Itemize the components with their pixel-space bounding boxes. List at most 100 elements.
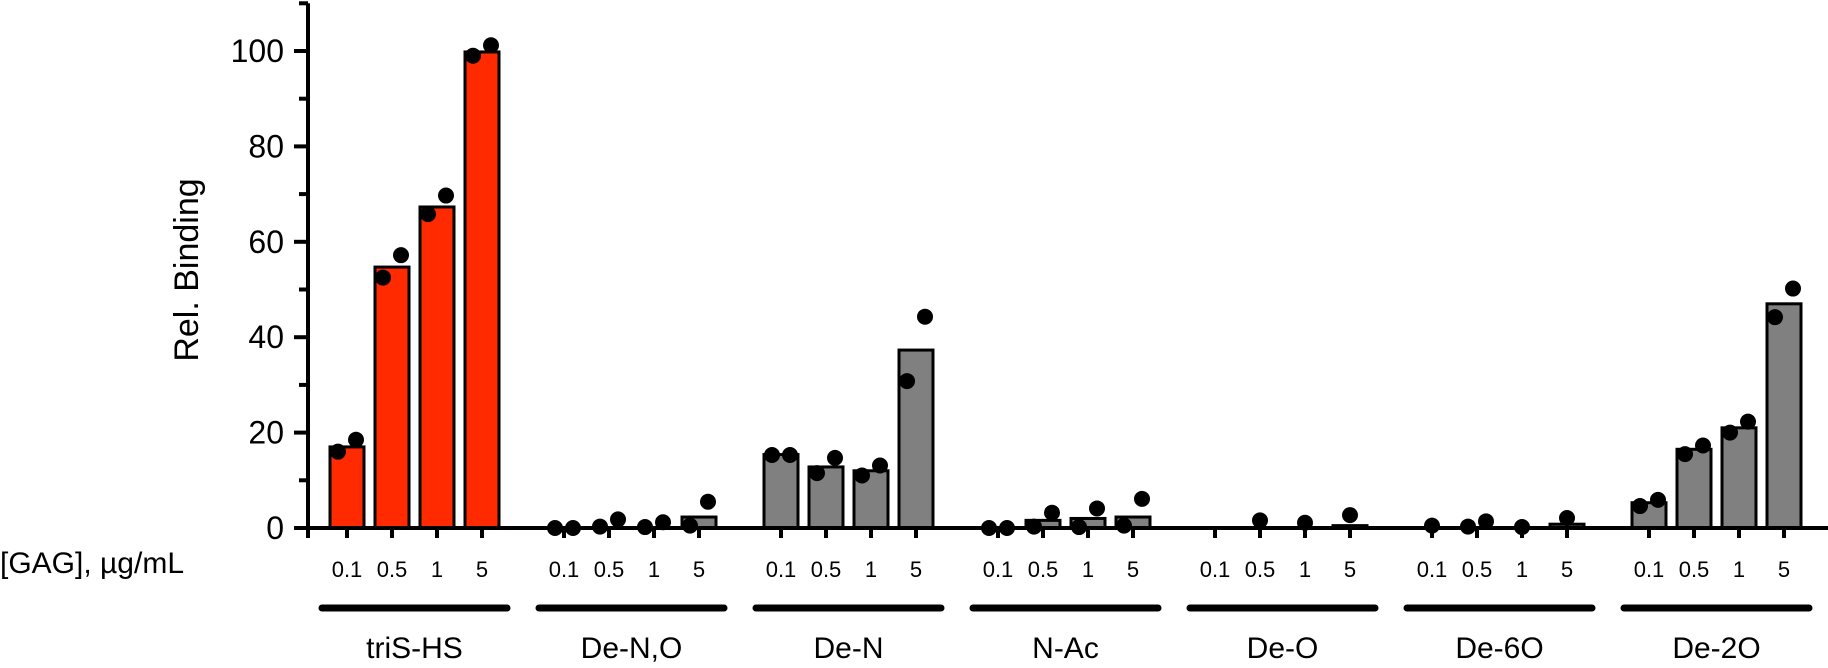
bar bbox=[1720, 426, 1758, 530]
x-category-label: 5 bbox=[1127, 557, 1139, 582]
data-point bbox=[764, 447, 780, 464]
data-point bbox=[547, 520, 563, 536]
x-category-label: 1 bbox=[648, 557, 660, 582]
bar bbox=[463, 50, 501, 530]
x-category-label: 0.1 bbox=[1200, 557, 1231, 582]
data-point bbox=[1342, 507, 1358, 524]
data-point bbox=[917, 308, 933, 325]
x-category-label: 0.1 bbox=[332, 557, 363, 582]
data-point bbox=[483, 37, 499, 54]
y-tick-label: 0 bbox=[266, 510, 284, 546]
y-tick-label: 80 bbox=[248, 128, 284, 164]
x-category-label: 5 bbox=[1561, 557, 1573, 582]
x-category-label: 0.5 bbox=[811, 557, 842, 582]
bar bbox=[418, 205, 456, 530]
data-point bbox=[1722, 424, 1738, 441]
data-point bbox=[1252, 512, 1268, 529]
data-point bbox=[999, 520, 1015, 536]
data-point bbox=[1089, 500, 1105, 517]
data-point bbox=[1785, 280, 1801, 297]
group-label: De-N,O bbox=[581, 632, 683, 665]
data-point bbox=[655, 514, 671, 531]
data-point bbox=[1514, 519, 1530, 536]
x-category-label: 5 bbox=[1344, 557, 1356, 582]
x-category-label: 0.1 bbox=[549, 557, 580, 582]
data-point bbox=[827, 449, 843, 466]
x-category-label: 0.5 bbox=[1679, 557, 1710, 582]
data-point bbox=[1767, 309, 1783, 326]
data-point bbox=[1044, 504, 1060, 521]
x-category-label: 5 bbox=[910, 557, 922, 582]
data-point bbox=[375, 269, 391, 286]
group-label: triS-HS bbox=[366, 632, 463, 665]
data-point bbox=[1071, 519, 1087, 536]
data-point bbox=[1460, 518, 1476, 535]
bar bbox=[1765, 302, 1803, 530]
data-point bbox=[1632, 498, 1648, 515]
x-category-label: 1 bbox=[1516, 557, 1528, 582]
group-label: De-6O bbox=[1455, 632, 1543, 665]
group-label: De-O bbox=[1247, 632, 1319, 665]
data-point bbox=[1559, 509, 1575, 526]
x-category-label: 0.1 bbox=[983, 557, 1014, 582]
y-tick-label: 40 bbox=[248, 319, 284, 355]
bar bbox=[762, 453, 800, 530]
data-point bbox=[872, 457, 888, 474]
x-category-label: 0.5 bbox=[594, 557, 625, 582]
x-category-label: 0.1 bbox=[1634, 557, 1665, 582]
data-point bbox=[1116, 517, 1132, 534]
data-point bbox=[1740, 413, 1756, 430]
y-axis-title: Rel. Binding bbox=[168, 178, 206, 361]
data-point bbox=[565, 520, 581, 536]
data-point bbox=[610, 511, 626, 528]
x-category-label: 5 bbox=[693, 557, 705, 582]
bar bbox=[852, 469, 890, 530]
x-axis-title: [GAG], µg/mL bbox=[0, 547, 184, 580]
data-point bbox=[1695, 437, 1711, 454]
data-point bbox=[1026, 518, 1042, 535]
y-tick-label: 60 bbox=[248, 224, 284, 260]
data-point bbox=[592, 518, 608, 535]
data-point bbox=[393, 247, 409, 264]
x-category-label: 1 bbox=[431, 557, 443, 582]
data-point bbox=[854, 467, 870, 484]
data-point bbox=[330, 443, 346, 460]
data-point bbox=[438, 187, 454, 204]
x-category-label: 0.5 bbox=[1028, 557, 1059, 582]
x-category-label: 1 bbox=[1082, 557, 1094, 582]
data-point bbox=[981, 520, 997, 536]
x-category-label: 5 bbox=[1778, 557, 1790, 582]
x-category-label: 0.1 bbox=[1417, 557, 1448, 582]
x-category-label: 0.5 bbox=[1245, 557, 1276, 582]
bar bbox=[373, 265, 411, 530]
data-point bbox=[782, 447, 798, 464]
data-point bbox=[700, 493, 716, 510]
data-point bbox=[637, 519, 653, 536]
chart-marks: 0 20 40 60 80 100 0.1 0.5 1 5 triS-HS 0.1 0.5 1 5 De-N,… bbox=[231, 1, 1828, 665]
x-category-label: 5 bbox=[476, 557, 488, 582]
y-tick-label: 20 bbox=[248, 415, 284, 451]
x-category-label: 0.1 bbox=[766, 557, 797, 582]
x-category-label: 0.5 bbox=[1462, 557, 1493, 582]
x-category-label: 0.5 bbox=[377, 557, 408, 582]
data-point bbox=[809, 465, 825, 482]
x-category-label: 1 bbox=[865, 557, 877, 582]
data-point bbox=[420, 206, 436, 223]
bar bbox=[1675, 447, 1713, 530]
data-point bbox=[465, 47, 481, 64]
y-tick-label: 100 bbox=[231, 33, 284, 69]
data-point bbox=[1297, 514, 1313, 531]
data-point bbox=[899, 373, 915, 390]
group-label: De-2O bbox=[1672, 632, 1760, 665]
data-point bbox=[1650, 491, 1666, 508]
group-label: De-N bbox=[813, 632, 883, 665]
data-point bbox=[1424, 517, 1440, 534]
x-category-label: 1 bbox=[1733, 557, 1745, 582]
group-label: N-Ac bbox=[1032, 632, 1099, 665]
x-category-label: 1 bbox=[1299, 557, 1311, 582]
data-point bbox=[1134, 490, 1150, 507]
data-point bbox=[1677, 446, 1693, 463]
data-point bbox=[1478, 513, 1494, 530]
data-point bbox=[682, 517, 698, 534]
